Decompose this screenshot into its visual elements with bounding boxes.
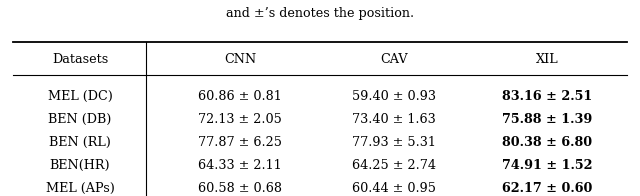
Text: 73.40 ± 1.63: 73.40 ± 1.63 <box>352 113 435 126</box>
Text: 83.16 ± 2.51: 83.16 ± 2.51 <box>502 90 593 103</box>
Text: BEN(HR): BEN(HR) <box>50 159 110 172</box>
Text: 64.25 ± 2.74: 64.25 ± 2.74 <box>351 159 436 172</box>
Text: 60.58 ± 0.68: 60.58 ± 0.68 <box>198 182 282 195</box>
Text: and ±’s denotes the position.: and ±’s denotes the position. <box>226 7 414 20</box>
Text: 77.87 ± 6.25: 77.87 ± 6.25 <box>198 136 282 149</box>
Text: MEL (DC): MEL (DC) <box>47 90 113 103</box>
Text: 59.40 ± 0.93: 59.40 ± 0.93 <box>351 90 436 103</box>
Text: BEN (DB): BEN (DB) <box>48 113 112 126</box>
Text: 72.13 ± 2.05: 72.13 ± 2.05 <box>198 113 282 126</box>
Text: 75.88 ± 1.39: 75.88 ± 1.39 <box>502 113 593 126</box>
Text: 60.44 ± 0.95: 60.44 ± 0.95 <box>351 182 436 195</box>
Text: MEL (APs): MEL (APs) <box>45 182 115 195</box>
Text: 64.33 ± 2.11: 64.33 ± 2.11 <box>198 159 282 172</box>
Text: Datasets: Datasets <box>52 53 108 66</box>
Text: 60.86 ± 0.81: 60.86 ± 0.81 <box>198 90 282 103</box>
Text: 80.38 ± 6.80: 80.38 ± 6.80 <box>502 136 592 149</box>
Text: XIL: XIL <box>536 53 559 66</box>
Text: BEN (RL): BEN (RL) <box>49 136 111 149</box>
Text: 62.17 ± 0.60: 62.17 ± 0.60 <box>502 182 593 195</box>
Text: 74.91 ± 1.52: 74.91 ± 1.52 <box>502 159 593 172</box>
Text: CNN: CNN <box>224 53 256 66</box>
Text: 77.93 ± 5.31: 77.93 ± 5.31 <box>351 136 436 149</box>
Text: CAV: CAV <box>380 53 408 66</box>
